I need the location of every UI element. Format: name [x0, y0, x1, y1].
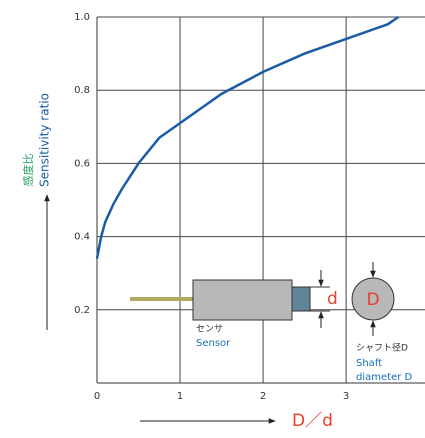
x-label: D／d [292, 411, 333, 431]
D-label: D [366, 290, 379, 310]
x-tick-label: 1 [177, 391, 183, 402]
sensor-diagram: d D センサ Sensor シャフト径D Shaft diameter D [130, 262, 413, 383]
sensor-body [193, 280, 292, 320]
y-tick-label: 0.6 [74, 158, 90, 169]
shaft-en: Shaft [356, 358, 382, 369]
x-tick-label: 2 [260, 391, 266, 402]
sensor-ja: センサ [196, 324, 223, 335]
curve [97, 17, 398, 259]
sensor-en: Sensor [196, 338, 231, 349]
y-tick-label: 0.2 [74, 305, 90, 316]
y-label: Sensitivity ratio [38, 93, 52, 187]
y-tick-label: 0.4 [74, 232, 90, 243]
y-tick-label: 0.8 [74, 85, 90, 96]
x-tick-label: 3 [343, 391, 349, 402]
sensor-head [292, 287, 310, 311]
x-tick-label: 0 [94, 391, 100, 402]
y-label-ja: 感度比 [21, 154, 35, 187]
shaft-ja: シャフト径D [356, 342, 408, 354]
chart: 感度比 Sensitivity ratio D／d d D センサ Sensor… [0, 0, 425, 434]
d-label: d [327, 289, 338, 309]
y-tick-label: 1.0 [74, 12, 90, 23]
shaft-en: diameter D [356, 372, 413, 383]
